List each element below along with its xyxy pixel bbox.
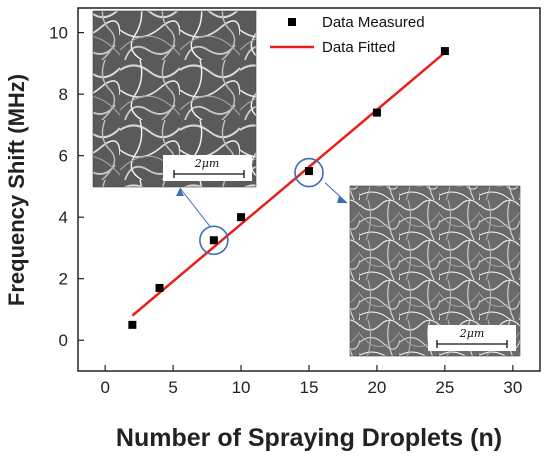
x-tick-label: 20 <box>367 378 386 397</box>
sem-inset-top-left: 2μm <box>92 10 257 188</box>
inset-connector <box>179 187 211 227</box>
legend-label-fitted: Data Fitted <box>322 39 395 56</box>
scale-bar-box <box>428 325 516 351</box>
y-tick-label: 0 <box>59 331 68 350</box>
data-point <box>440 47 449 56</box>
connector-arrowhead <box>337 196 347 203</box>
legend: Data Measured Data Fitted <box>270 14 425 56</box>
x-tick-label: 30 <box>503 378 522 397</box>
y-tick-label: 2 <box>59 270 68 289</box>
data-point <box>128 320 137 329</box>
x-tick-label: 25 <box>435 378 454 397</box>
y-tick-label: 10 <box>49 24 68 43</box>
axes: 0 5 10 15 20 25 30 0 2 4 6 8 10 <box>49 24 522 397</box>
data-point <box>155 283 164 292</box>
x-tick-label: 15 <box>300 378 319 397</box>
data-point <box>305 167 313 176</box>
sem-inset-bottom-right: 2μm <box>349 185 521 357</box>
data-marks <box>128 47 449 329</box>
y-tick-label: 8 <box>59 85 68 104</box>
x-tick-label: 5 <box>168 378 177 397</box>
highlight-circle <box>199 225 229 256</box>
inset-connector <box>324 182 348 204</box>
highlight-circle <box>294 157 324 188</box>
scale-bar-label: 2μm <box>459 327 485 340</box>
data-point <box>372 108 381 117</box>
legend-marker-measured <box>288 18 296 26</box>
data-point <box>237 213 246 222</box>
legend-label-measured: Data Measured <box>322 14 425 31</box>
connector-arrowhead <box>176 188 184 196</box>
x-tick-label: 10 <box>232 378 251 397</box>
x-axis-title: Number of Spraying Droplets (n) <box>116 424 502 452</box>
scale-bar-box <box>163 155 252 181</box>
fit-line <box>131 51 446 317</box>
x-tick-label: 0 <box>100 378 109 397</box>
y-tick-label: 4 <box>59 208 68 227</box>
scale-bar-label: 2μm <box>194 157 220 170</box>
y-tick-label: 6 <box>59 147 68 166</box>
y-axis-title: Frequency Shift (MHz) <box>4 74 29 306</box>
data-point <box>209 236 218 245</box>
